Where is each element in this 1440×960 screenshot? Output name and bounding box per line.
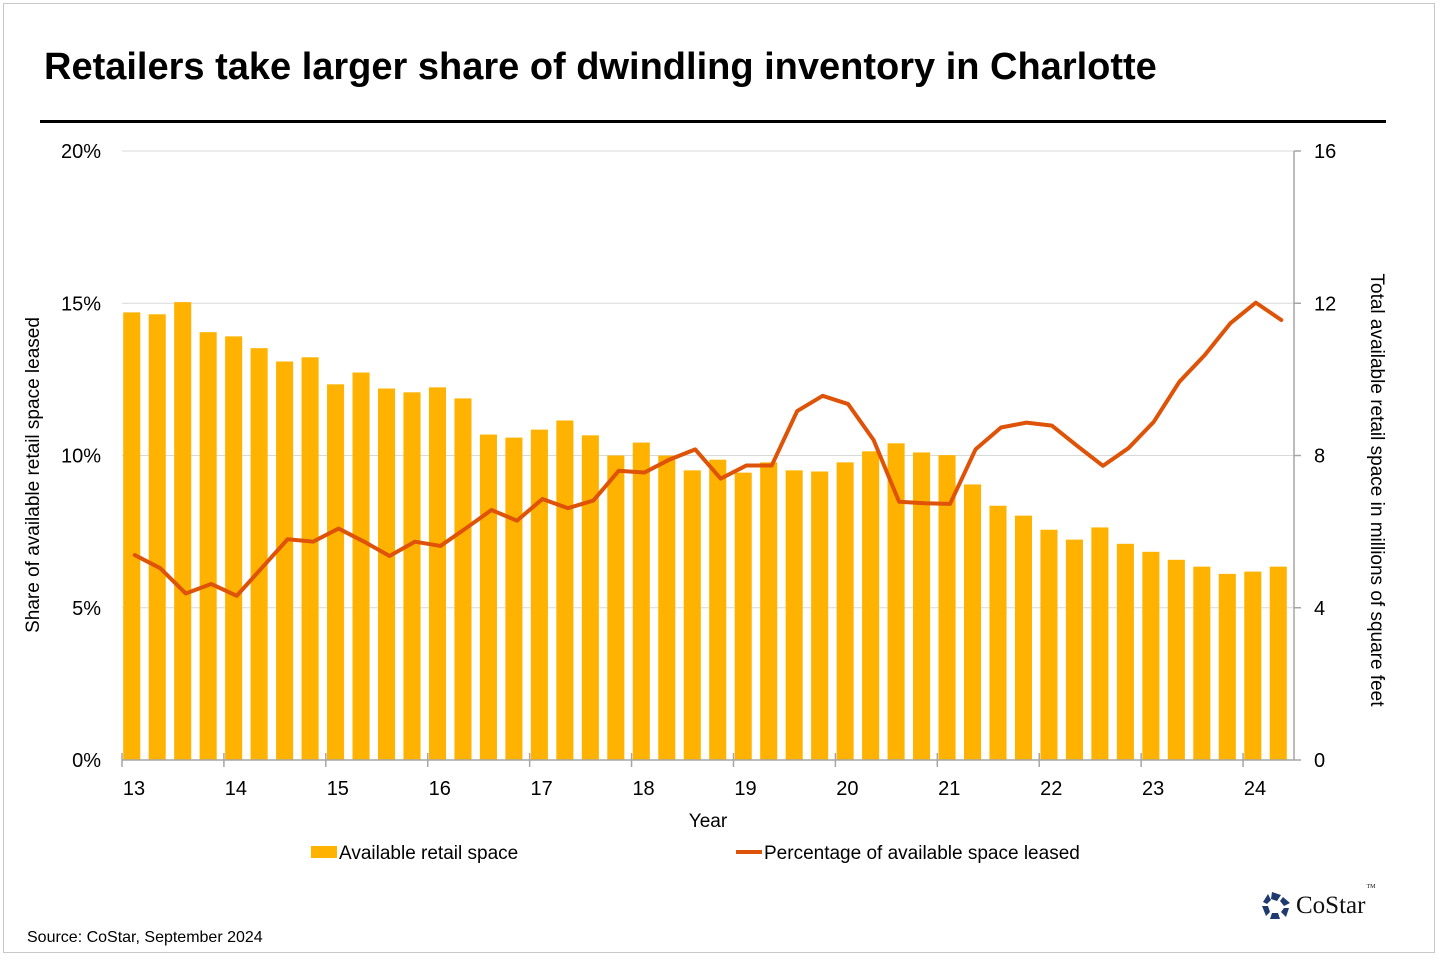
bar-23Q2 xyxy=(1167,559,1185,760)
legend-label-line: Percentage of available space leased xyxy=(764,843,1080,864)
bar-22Q1 xyxy=(1040,529,1058,760)
x-axis-title: Year xyxy=(689,811,728,832)
bar-15Q1 xyxy=(327,384,345,760)
bar-20Q2 xyxy=(862,451,880,760)
x-tick-label: 20 xyxy=(836,778,858,800)
bar-22Q2 xyxy=(1065,539,1083,760)
bar-16Q4 xyxy=(505,437,523,760)
legend-label-bar: Available retail space xyxy=(339,843,518,864)
y-left-tick-label: 0% xyxy=(72,750,101,772)
bar-22Q3 xyxy=(1091,527,1109,760)
x-tick-label: 14 xyxy=(225,778,247,800)
y-axis-left-title: Share of available retail space leased xyxy=(23,317,44,633)
bar-24Q1 xyxy=(1244,571,1262,760)
x-tick-label: 23 xyxy=(1142,778,1164,800)
title-divider xyxy=(40,120,1386,123)
x-tick-label: 19 xyxy=(734,778,756,800)
y-right-tick-label: 8 xyxy=(1314,446,1325,468)
y-axis-right-title: Total available retail space in millions… xyxy=(1366,273,1387,707)
y-right-tick-label: 4 xyxy=(1314,598,1325,620)
bar-14Q2 xyxy=(250,348,268,760)
line-path xyxy=(132,300,1284,598)
costar-star-icon xyxy=(1262,892,1290,919)
y-left-tick-label: 10% xyxy=(61,446,101,468)
line-series xyxy=(132,300,1284,598)
bar-19Q3 xyxy=(785,470,803,760)
y-left-tick-label: 5% xyxy=(72,598,101,620)
bar-24Q2 xyxy=(1269,566,1287,760)
x-tick-label: 21 xyxy=(938,778,960,800)
bar-13Q1 xyxy=(123,312,141,760)
bar-15Q3 xyxy=(377,388,396,760)
x-tick-label: 17 xyxy=(531,778,553,800)
bar-14Q3 xyxy=(276,361,294,760)
bar-21Q3 xyxy=(989,505,1007,760)
bar-19Q1 xyxy=(734,472,752,760)
y-right-tick-label: 0 xyxy=(1314,750,1325,772)
bar-19Q2 xyxy=(760,462,778,760)
bar-23Q1 xyxy=(1142,551,1160,760)
costar-logo: CoStarTM xyxy=(1260,884,1376,921)
legend: Available retail space Percentage of ava… xyxy=(311,843,1080,864)
bar-13Q4 xyxy=(199,332,217,760)
x-tick-label: 13 xyxy=(123,778,145,800)
y-right-tick-label: 12 xyxy=(1314,293,1336,315)
legend-swatch-line xyxy=(736,850,762,854)
bar-19Q4 xyxy=(811,471,829,760)
bar-21Q4 xyxy=(1014,515,1033,760)
x-tick-label: 18 xyxy=(632,778,654,800)
bar-17Q2 xyxy=(556,420,574,760)
bar-18Q3 xyxy=(683,470,701,760)
bar-17Q1 xyxy=(530,429,548,760)
x-tick-label: 16 xyxy=(429,778,451,800)
bar-16Q3 xyxy=(479,434,497,760)
x-tick-label: 24 xyxy=(1244,778,1266,800)
bar-20Q4 xyxy=(913,452,931,760)
bar-15Q2 xyxy=(352,372,370,760)
bar-21Q2 xyxy=(963,484,982,760)
bar-series xyxy=(123,302,1287,760)
bar-14Q1 xyxy=(225,336,243,760)
y-axis-right: 0 4 8 12 16 xyxy=(1293,141,1336,772)
bar-14Q4 xyxy=(301,357,319,760)
bar-20Q3 xyxy=(887,443,905,760)
bar-21Q1 xyxy=(938,455,956,760)
y-axis-left: 0% 5% 10% 15% 20% xyxy=(61,141,101,772)
bar-16Q2 xyxy=(454,398,472,760)
bar-17Q4 xyxy=(607,455,625,760)
y-right-tick-label: 16 xyxy=(1314,141,1336,163)
chart-frame xyxy=(3,3,1435,953)
logo-wordmark: CoStarTM xyxy=(1296,884,1376,919)
x-tick-label: 22 xyxy=(1040,778,1062,800)
legend-swatch-bar xyxy=(311,846,337,858)
source-note: Source: CoStar, September 2024 xyxy=(27,929,263,946)
bar-20Q1 xyxy=(836,462,854,760)
bar-17Q3 xyxy=(581,435,599,760)
bar-22Q4 xyxy=(1116,543,1134,760)
bar-13Q2 xyxy=(148,314,166,760)
bar-16Q1 xyxy=(428,387,447,760)
bar-23Q4 xyxy=(1218,573,1236,760)
y-left-tick-label: 15% xyxy=(61,293,101,315)
x-axis: 13 14 15 16 17 18 19 20 21 22 23 24 xyxy=(121,753,1294,800)
bar-23Q3 xyxy=(1193,566,1211,760)
bar-13Q3 xyxy=(174,302,192,760)
chart-title: Retailers take larger share of dwindling… xyxy=(44,46,1157,88)
y-left-tick-label: 20% xyxy=(61,141,101,163)
bar-18Q1 xyxy=(632,442,650,760)
bar-18Q4 xyxy=(709,459,727,760)
bar-15Q4 xyxy=(403,392,421,760)
x-tick-label: 15 xyxy=(327,778,349,800)
bar-18Q2 xyxy=(658,455,676,760)
